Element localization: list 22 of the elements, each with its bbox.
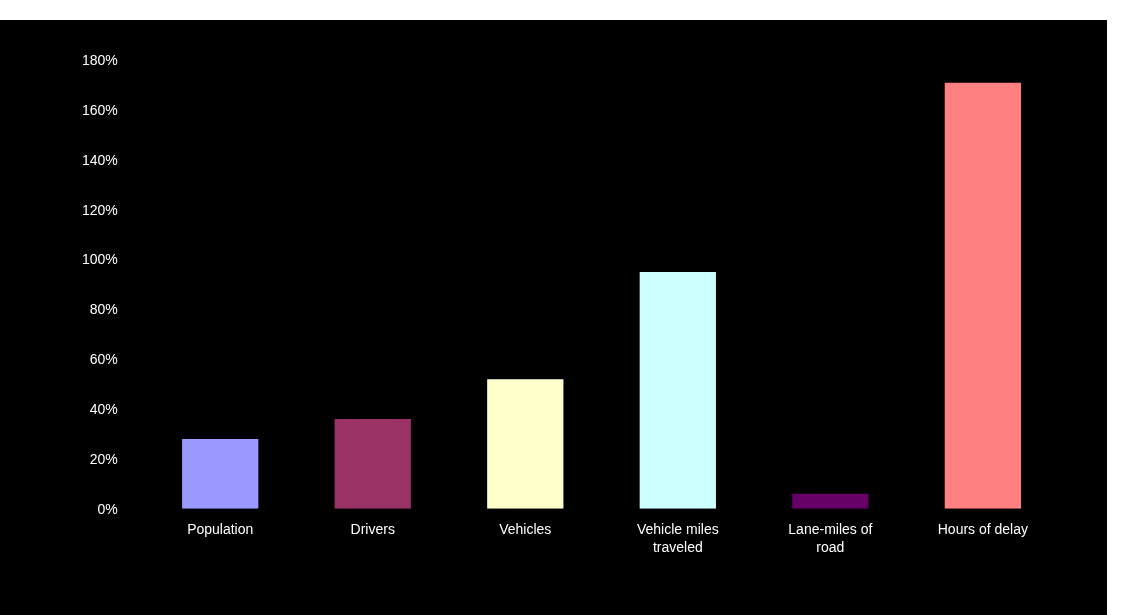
x-tick-label: Lane-miles of road (788, 520, 873, 555)
bar (639, 272, 716, 509)
x-tick-label: Drivers (350, 520, 395, 537)
x-tick-label: Hours of delay (937, 520, 1029, 537)
x-tick-label: Population (187, 520, 254, 537)
y-tick-label: 80% (89, 301, 118, 318)
y-tick-label: 180% (81, 52, 118, 69)
bar (182, 438, 259, 509)
x-tick-label: Vehicle miles traveled (636, 520, 719, 555)
bar (487, 379, 564, 509)
y-tick-label: 100% (81, 251, 118, 268)
y-tick-label: 0% (97, 500, 118, 517)
y-tick-label: 120% (81, 201, 118, 218)
bar (792, 493, 869, 509)
x-tick-label: Vehicles (499, 520, 552, 537)
y-tick-label: 20% (89, 450, 118, 467)
bar (334, 419, 411, 509)
y-tick-label: 140% (81, 151, 118, 168)
y-tick-label: 160% (81, 101, 118, 118)
y-tick-label: 60% (89, 351, 118, 368)
bar (944, 82, 1021, 509)
y-tick-label: 40% (89, 400, 118, 417)
